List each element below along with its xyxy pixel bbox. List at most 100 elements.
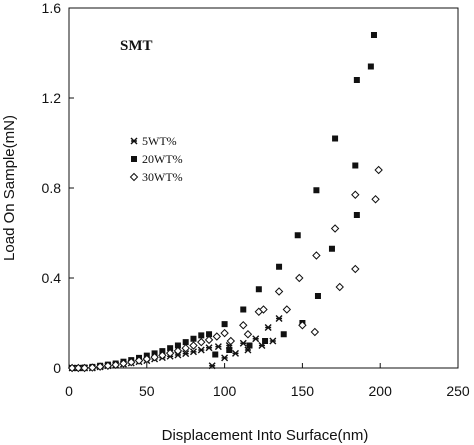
data-point-square (367, 63, 374, 70)
legend-marker-asterisk (130, 137, 138, 145)
data-point-diamond (197, 337, 206, 347)
data-point-diamond (220, 328, 229, 338)
data-point-asterisk (205, 344, 213, 352)
data-point-diamond (74, 363, 83, 373)
data-point-diamond (282, 305, 292, 314)
data-point-diamond (119, 359, 128, 368)
legend-label-5wt: 5WT% (142, 134, 177, 148)
data-point-square (159, 348, 166, 355)
data-points (67, 32, 383, 373)
data-point-square (328, 245, 335, 252)
data-point-square (174, 342, 181, 349)
data-point-diamond (67, 363, 77, 373)
data-point-square (314, 293, 321, 299)
data-point-asterisk (231, 349, 239, 357)
data-point-square (370, 32, 377, 38)
x-tick-label: 250 (446, 383, 470, 399)
data-point-diamond (243, 330, 253, 339)
y-axis-ticks: 0 0.4 0.8 1.2 1.6 (42, 0, 74, 376)
data-point-asterisk (208, 362, 216, 370)
y-tick-label: 1.2 (42, 90, 62, 106)
x-tick-label: 50 (139, 383, 155, 399)
data-point-square (352, 162, 359, 169)
y-tick-label: 0.8 (42, 180, 62, 196)
legend-marker-square (131, 156, 137, 162)
data-point-diamond (335, 282, 344, 292)
data-point-square (198, 332, 205, 339)
data-point-asterisk (221, 354, 229, 362)
data-point-diamond (312, 251, 321, 260)
data-point-square (294, 232, 301, 239)
data-point-square (206, 331, 213, 338)
data-point-diamond (173, 346, 183, 356)
data-point-square (353, 77, 360, 83)
data-point-square (313, 187, 320, 194)
data-point-square (240, 306, 247, 313)
legend-marker-diamond-icon (129, 172, 139, 182)
plot-frame (68, 7, 459, 369)
data-point-diamond (226, 336, 236, 346)
data-point-diamond (181, 343, 190, 353)
legend-item-30wt: 30WT% (129, 170, 183, 184)
data-point-square (353, 212, 360, 218)
legend-label-20wt: 20WT% (142, 152, 183, 166)
y-axis-title: Load On Sample(mN) (1, 115, 18, 261)
data-point-diamond (134, 356, 144, 365)
data-point-diamond (111, 360, 120, 370)
legend-marker-square-icon (131, 156, 137, 162)
data-point-asterisk (214, 343, 222, 351)
data-point-square (246, 342, 253, 349)
legend: 5WT% 20WT% 30WT% (129, 134, 183, 184)
data-point-diamond (371, 195, 380, 204)
y-tick-label: 0 (53, 360, 61, 376)
data-point-square (167, 345, 174, 352)
chart-title: SMT (120, 38, 153, 54)
x-tick-label: 200 (369, 383, 393, 399)
data-point-asterisk (182, 350, 190, 358)
data-point-diamond (158, 351, 167, 360)
data-point-diamond (274, 287, 284, 296)
data-point-square (255, 286, 262, 293)
legend-item-5wt: 5WT% (130, 134, 177, 148)
x-axis-title: Displacement Into Surface(nm) (162, 427, 369, 444)
data-point-diamond (374, 165, 383, 175)
y-tick-label: 1.6 (42, 0, 62, 16)
data-point-diamond (295, 273, 304, 283)
x-tick-label: 150 (291, 383, 315, 399)
data-point-square (276, 263, 283, 270)
data-point-diamond (351, 264, 360, 274)
data-point-diamond (88, 363, 97, 372)
data-point-asterisk (252, 335, 260, 343)
data-point-diamond (310, 327, 320, 337)
data-point-diamond (189, 341, 198, 350)
data-point-diamond (95, 362, 105, 371)
data-point-square (280, 331, 287, 338)
data-point-diamond (150, 352, 159, 362)
data-point-asterisk (275, 315, 283, 322)
data-point-asterisk (197, 346, 205, 354)
data-point-diamond (239, 321, 248, 330)
x-tick-label: 100 (213, 383, 237, 399)
data-point-square (182, 339, 189, 346)
data-point-asterisk (269, 337, 277, 345)
data-point-diamond (212, 332, 222, 341)
legend-item-20wt: 20WT% (131, 152, 183, 166)
legend-marker-diamond (129, 172, 139, 182)
data-point-diamond (103, 361, 113, 370)
data-point-diamond (80, 363, 89, 373)
data-point-asterisk (264, 324, 272, 331)
data-point-asterisk (239, 339, 247, 347)
data-point-diamond (330, 224, 340, 233)
data-point-diamond (127, 357, 136, 367)
data-point-asterisk (189, 348, 197, 356)
x-tick-label: 0 (65, 383, 73, 399)
data-point-square (332, 135, 339, 142)
data-point-square (212, 351, 219, 358)
y-tick-label: 0.4 (42, 270, 62, 286)
data-point-square (221, 321, 228, 328)
data-point-square (226, 347, 233, 353)
data-point-diamond (259, 305, 268, 314)
data-point-diamond (204, 335, 214, 345)
data-point-square (190, 335, 197, 342)
